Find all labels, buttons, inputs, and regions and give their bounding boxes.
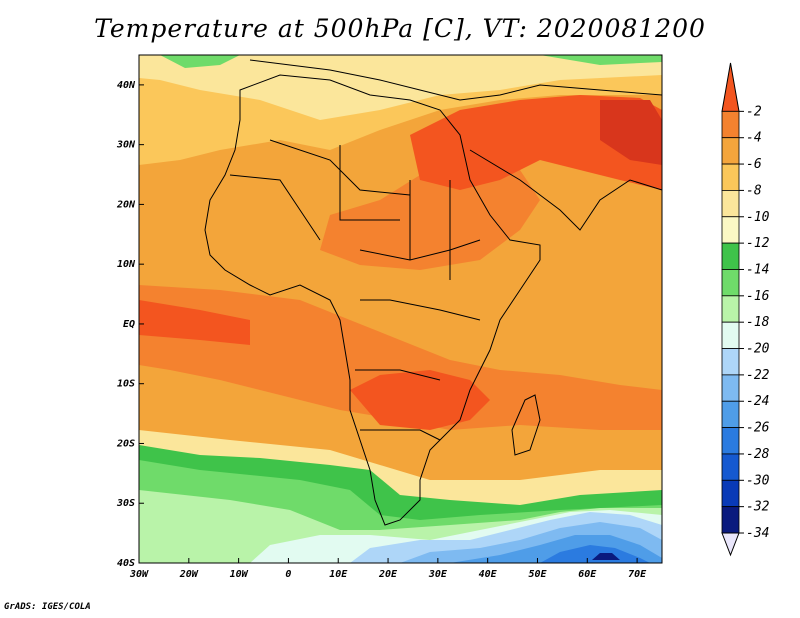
lat-tick-label: 40N	[117, 80, 136, 91]
colorbar-box	[721, 479, 740, 508]
field-hot-iran	[600, 100, 662, 165]
country-outlines	[204, 59, 663, 526]
border-line-3	[229, 174, 321, 241]
lat-tick-label: 30S	[116, 498, 135, 509]
colorbar-label: -20	[746, 342, 770, 357]
lon-tick-label: 10E	[329, 569, 348, 580]
colorbar-label: -32	[746, 500, 770, 515]
lon-tick-label: 40E	[479, 569, 498, 580]
border-line-2	[339, 145, 400, 221]
lon-tick-label: 30W	[129, 569, 149, 580]
field-hot-africa-south	[350, 370, 490, 430]
lon-tick-label: 20E	[378, 569, 398, 580]
field-band-28-south	[540, 545, 650, 563]
colorbar-label: -12	[746, 236, 770, 251]
colorbar-box	[721, 137, 740, 165]
colorbar: -2 -4 -6 -8 -10 -12 -14 -16 -18 -20 -22 -24 -26 -28 -3…	[721, 62, 770, 557]
lon-tick-label: 50E	[528, 569, 547, 580]
colorbar-label: -2	[746, 104, 762, 119]
lat-tick-label: 40S	[117, 558, 135, 569]
coast-madagascar	[511, 394, 541, 456]
colorbar-box	[721, 453, 740, 481]
colorbar-label: -6	[746, 157, 762, 172]
colorbar-box	[721, 190, 740, 218]
lat-tick-label: 30N	[116, 140, 136, 151]
colorbar-box	[721, 400, 740, 428]
border-line-1	[269, 139, 411, 196]
colorbar-bottom-triangle	[721, 532, 740, 557]
border-line-7	[360, 429, 441, 441]
colorbar-label: -24	[746, 394, 769, 409]
lat-tick-label: EQ	[123, 319, 135, 330]
colorbar-label: -26	[746, 421, 770, 436]
field-warm-sahara	[320, 160, 540, 270]
lat-axis: 40N 30N 20N 10N EQ 10S 20S 30S 40S	[116, 80, 144, 569]
border-line-5	[360, 299, 481, 321]
colorbar-box	[721, 348, 740, 376]
colorbar-box	[721, 321, 740, 349]
lon-tick-label: 70E	[628, 569, 647, 580]
colorbar-label: -4	[746, 131, 762, 146]
colorbar-label: -10	[746, 210, 770, 225]
colorbar-box	[721, 242, 740, 270]
colorbar-box	[721, 427, 740, 455]
lon-axis: 30W 20W 10W 0 10E 20E 30E 40E 50E 60E 70E	[129, 558, 647, 580]
colorbar-label: -18	[746, 315, 770, 330]
colorbar-box	[721, 295, 740, 323]
lon-tick-label: 60E	[578, 569, 597, 580]
colorbar-label: -16	[746, 289, 770, 304]
field-hot-atlantic-west	[139, 300, 250, 345]
colorbar-top-triangle	[721, 62, 740, 112]
field-band-14-north	[160, 55, 240, 68]
border-line-6	[355, 369, 441, 381]
field-band-14-north-2	[540, 55, 662, 65]
colorbar-box	[721, 269, 740, 297]
lat-tick-label: 20N	[116, 199, 136, 210]
lon-tick-label: 20W	[179, 569, 199, 580]
colorbar-label: -28	[746, 447, 770, 462]
field-band-12-north	[139, 55, 662, 120]
chart-title: Temperature at 500hPa [C], VT: 202008120…	[94, 14, 706, 43]
field-band-32-south	[592, 553, 620, 560]
coast-africa	[204, 74, 541, 526]
colorbar-box	[721, 374, 740, 402]
colorbar-label: -30	[746, 473, 770, 488]
plot-area	[139, 55, 662, 563]
field-hot-arabia	[410, 95, 662, 190]
lon-tick-label: 10W	[230, 569, 249, 580]
credit-text: GrADS: IGES/COLA	[4, 602, 91, 612]
colorbar-box	[721, 216, 740, 244]
colorbar-box	[721, 163, 740, 191]
colorbar-label: -14	[746, 262, 769, 277]
coast-arabia	[469, 149, 663, 231]
lon-tick-label: 30E	[428, 569, 448, 580]
coast-europe	[249, 59, 663, 101]
plot-frame	[138, 54, 663, 564]
colorbar-label: -22	[746, 368, 770, 383]
lat-tick-label: 20S	[116, 438, 135, 449]
colorbar-label: -8	[746, 183, 762, 198]
lat-tick-label: 10S	[117, 379, 135, 390]
colorbar-box	[721, 110, 740, 139]
lon-tick-label: 0	[285, 569, 291, 580]
field-warm-atlantic	[139, 285, 662, 430]
colorbar-box	[721, 506, 740, 534]
lat-tick-label: 10N	[117, 259, 136, 270]
colorbar-label: -34	[746, 526, 769, 541]
border-line-4	[359, 239, 481, 261]
